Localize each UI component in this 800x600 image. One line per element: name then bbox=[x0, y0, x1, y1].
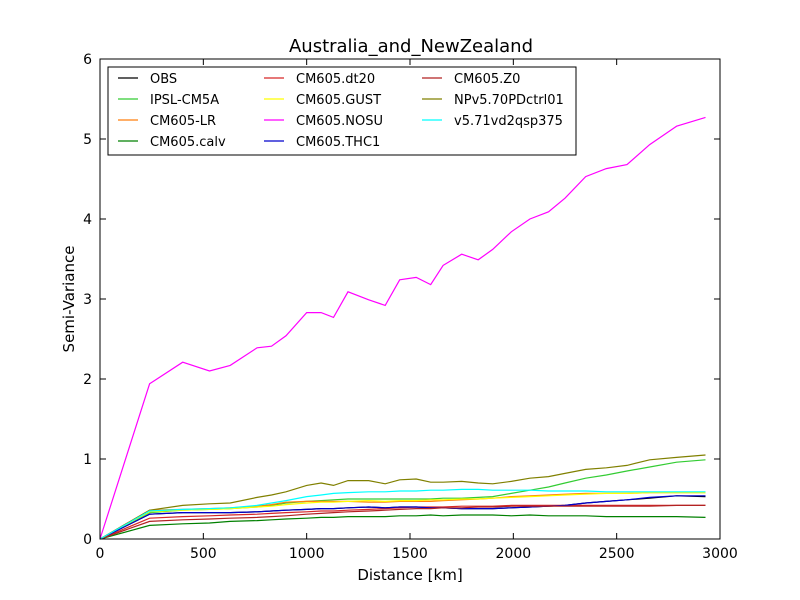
legend-label: OBS bbox=[150, 72, 177, 87]
series-line-2 bbox=[99, 492, 706, 540]
y-ticks: 0 1 2 3 4 5 6 bbox=[83, 52, 720, 548]
series-line-0 bbox=[99, 495, 706, 540]
y-axis-label: Semi-Variance bbox=[60, 246, 78, 353]
legend-label: CM605.NOSU bbox=[296, 114, 383, 129]
series-line-1 bbox=[99, 459, 706, 540]
legend-label: v5.71vd2qsp375 bbox=[454, 114, 563, 129]
x-tick-label: 0 bbox=[96, 546, 105, 562]
x-ticks: 0 500 1000 1500 2000 2500 3000 bbox=[96, 59, 738, 562]
y-tick-label: 0 bbox=[83, 532, 92, 548]
x-tick-label: 2500 bbox=[599, 546, 635, 562]
series-line-8 bbox=[99, 504, 706, 540]
legend: OBS IPSL-CM5A CM605-LR CM605.calv CM605.dt20… bbox=[107, 66, 577, 156]
legend-label: NPv5.70PDctrl01 bbox=[454, 93, 564, 108]
legend-label: CM605.GUST bbox=[296, 93, 381, 108]
x-tick-label: 2000 bbox=[496, 546, 532, 562]
series-line-10 bbox=[99, 488, 706, 540]
legend-label: CM605.calv bbox=[150, 135, 226, 150]
legend-label: CM605.THC1 bbox=[296, 135, 380, 150]
x-tick-label: 1000 bbox=[289, 546, 325, 562]
y-tick-label: 5 bbox=[83, 132, 92, 148]
chart-title: Australia_and_NewZealand bbox=[289, 36, 533, 57]
y-tick-label: 3 bbox=[83, 292, 92, 308]
legend-label: CM605.Z0 bbox=[454, 72, 520, 87]
y-tick-label: 4 bbox=[83, 212, 92, 228]
legend-label: CM605-LR bbox=[150, 114, 216, 129]
y-tick-label: 2 bbox=[83, 372, 92, 388]
legend-label: CM605.dt20 bbox=[296, 72, 375, 87]
x-tick-label: 3000 bbox=[702, 546, 738, 562]
y-tick-label: 6 bbox=[83, 52, 92, 68]
legend-label: IPSL-CM5A bbox=[150, 93, 219, 108]
x-tick-label: 1500 bbox=[392, 546, 428, 562]
series-line-9 bbox=[99, 454, 706, 540]
series-line-5 bbox=[99, 492, 706, 540]
series-line-6 bbox=[99, 116, 706, 540]
y-tick-label: 1 bbox=[83, 452, 92, 468]
x-axis-label: Distance [km] bbox=[357, 566, 462, 584]
legend-box bbox=[107, 66, 577, 156]
series-lines bbox=[99, 116, 706, 540]
x-tick-label: 500 bbox=[190, 546, 217, 562]
series-line-7 bbox=[99, 495, 706, 540]
series-line-3 bbox=[99, 514, 706, 540]
